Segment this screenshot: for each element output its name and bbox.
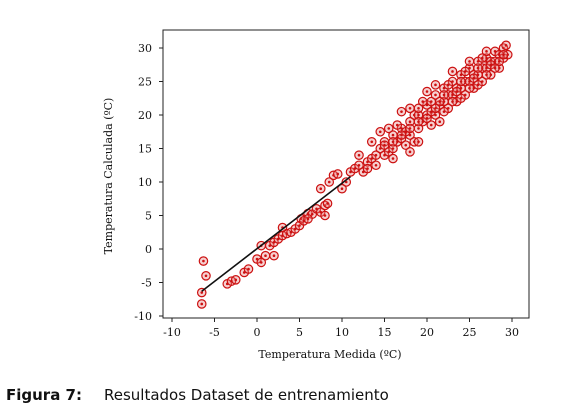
y-axis-ticks: -10 -5 0 5 10 15 20 25 30	[134, 42, 163, 323]
data-points	[196, 40, 513, 309]
data-point	[494, 56, 505, 67]
data-point	[434, 116, 445, 127]
data-point	[460, 66, 471, 77]
data-point	[375, 143, 386, 154]
x-axis-label: Temperatura Medida (ºC)	[258, 348, 401, 361]
data-point	[354, 160, 364, 171]
data-point	[388, 153, 398, 164]
data-point	[332, 169, 343, 179]
data-point	[473, 63, 483, 73]
data-point	[490, 63, 500, 73]
data-point	[320, 210, 330, 221]
scatter-chart: -10 -5 0 5 10 15 20 25 30 -10 -5 0 5 10 15 20 25 30 Temp…	[102, 29, 530, 361]
y-tick-label: 10	[138, 176, 152, 189]
data-point	[413, 137, 424, 147]
data-point	[366, 137, 377, 147]
data-point	[196, 299, 207, 309]
data-point	[337, 183, 347, 194]
data-point	[243, 264, 254, 274]
data-point	[422, 86, 432, 97]
data-point	[230, 275, 241, 285]
data-point	[417, 96, 428, 107]
data-point	[464, 56, 475, 67]
plot-frame	[162, 29, 530, 319]
data-point	[413, 110, 424, 120]
data-point	[481, 70, 492, 80]
y-tick-label: -10	[134, 310, 152, 323]
data-point	[456, 93, 466, 104]
data-point	[498, 49, 509, 60]
data-point	[451, 86, 462, 97]
data-point	[362, 163, 373, 174]
data-point	[481, 46, 492, 57]
data-point	[269, 250, 279, 261]
data-point	[388, 137, 398, 147]
data-point	[324, 177, 335, 187]
data-point	[405, 147, 415, 157]
data-point	[456, 76, 466, 87]
data-point	[201, 270, 211, 281]
x-tick-label: 5	[296, 326, 303, 339]
x-tick-label: 10	[335, 326, 349, 339]
caption-text: Resultados Dataset de entrenamiento	[103, 386, 389, 404]
data-point	[430, 103, 441, 114]
x-tick-label: -5	[209, 326, 220, 339]
y-axis-label: Temperatura Calculada (ºC)	[102, 98, 115, 255]
data-point	[303, 214, 313, 224]
data-point	[405, 123, 415, 134]
data-point	[464, 83, 475, 93]
x-tick-label: 15	[378, 326, 392, 339]
data-point	[477, 53, 488, 63]
y-tick-label: 20	[138, 109, 152, 122]
y-tick-label: 15	[138, 143, 152, 156]
data-point	[260, 250, 271, 261]
data-point	[468, 73, 479, 83]
data-point	[464, 76, 475, 87]
data-point	[447, 66, 458, 77]
data-point	[456, 70, 466, 80]
x-tick-label: -10	[163, 326, 181, 339]
x-axis-ticks: -10 -5 0 5 10 15 20 25 30	[163, 318, 519, 339]
figure-caption: Figura 7: Resultados Dataset de entrenami…	[6, 386, 556, 404]
data-point	[392, 120, 403, 130]
data-point	[379, 140, 390, 150]
data-point	[400, 140, 411, 150]
data-point	[354, 150, 364, 160]
data-point	[256, 257, 267, 268]
data-point	[396, 106, 407, 117]
data-point	[388, 143, 398, 154]
data-point	[443, 80, 454, 90]
data-point	[198, 256, 209, 266]
data-point	[396, 130, 407, 140]
y-tick-label: 5	[145, 210, 152, 223]
x-tick-label: 20	[420, 326, 434, 339]
data-point	[413, 116, 424, 127]
data-point	[439, 90, 449, 100]
x-tick-label: 30	[505, 326, 519, 339]
data-point	[375, 126, 386, 137]
data-point	[405, 103, 415, 114]
y-tick-label: 25	[138, 76, 152, 89]
data-point	[430, 80, 441, 90]
data-point	[413, 103, 424, 114]
data-point	[322, 198, 333, 209]
data-point	[473, 80, 483, 90]
caption-label: Figura 7:	[6, 386, 82, 404]
x-tick-label: 25	[463, 326, 477, 339]
data-point	[447, 96, 458, 107]
y-tick-label: -5	[141, 277, 152, 290]
data-point	[383, 123, 394, 134]
data-point	[371, 160, 381, 171]
fit-line	[201, 176, 351, 292]
data-point	[434, 96, 445, 107]
x-tick-label: 0	[254, 326, 261, 339]
y-tick-label: 0	[145, 243, 152, 256]
data-point	[485, 59, 496, 70]
data-point	[501, 40, 511, 51]
data-point	[315, 183, 326, 194]
y-tick-label: 30	[138, 42, 152, 55]
data-point	[439, 106, 449, 117]
data-point	[426, 120, 437, 130]
data-point	[422, 113, 432, 124]
